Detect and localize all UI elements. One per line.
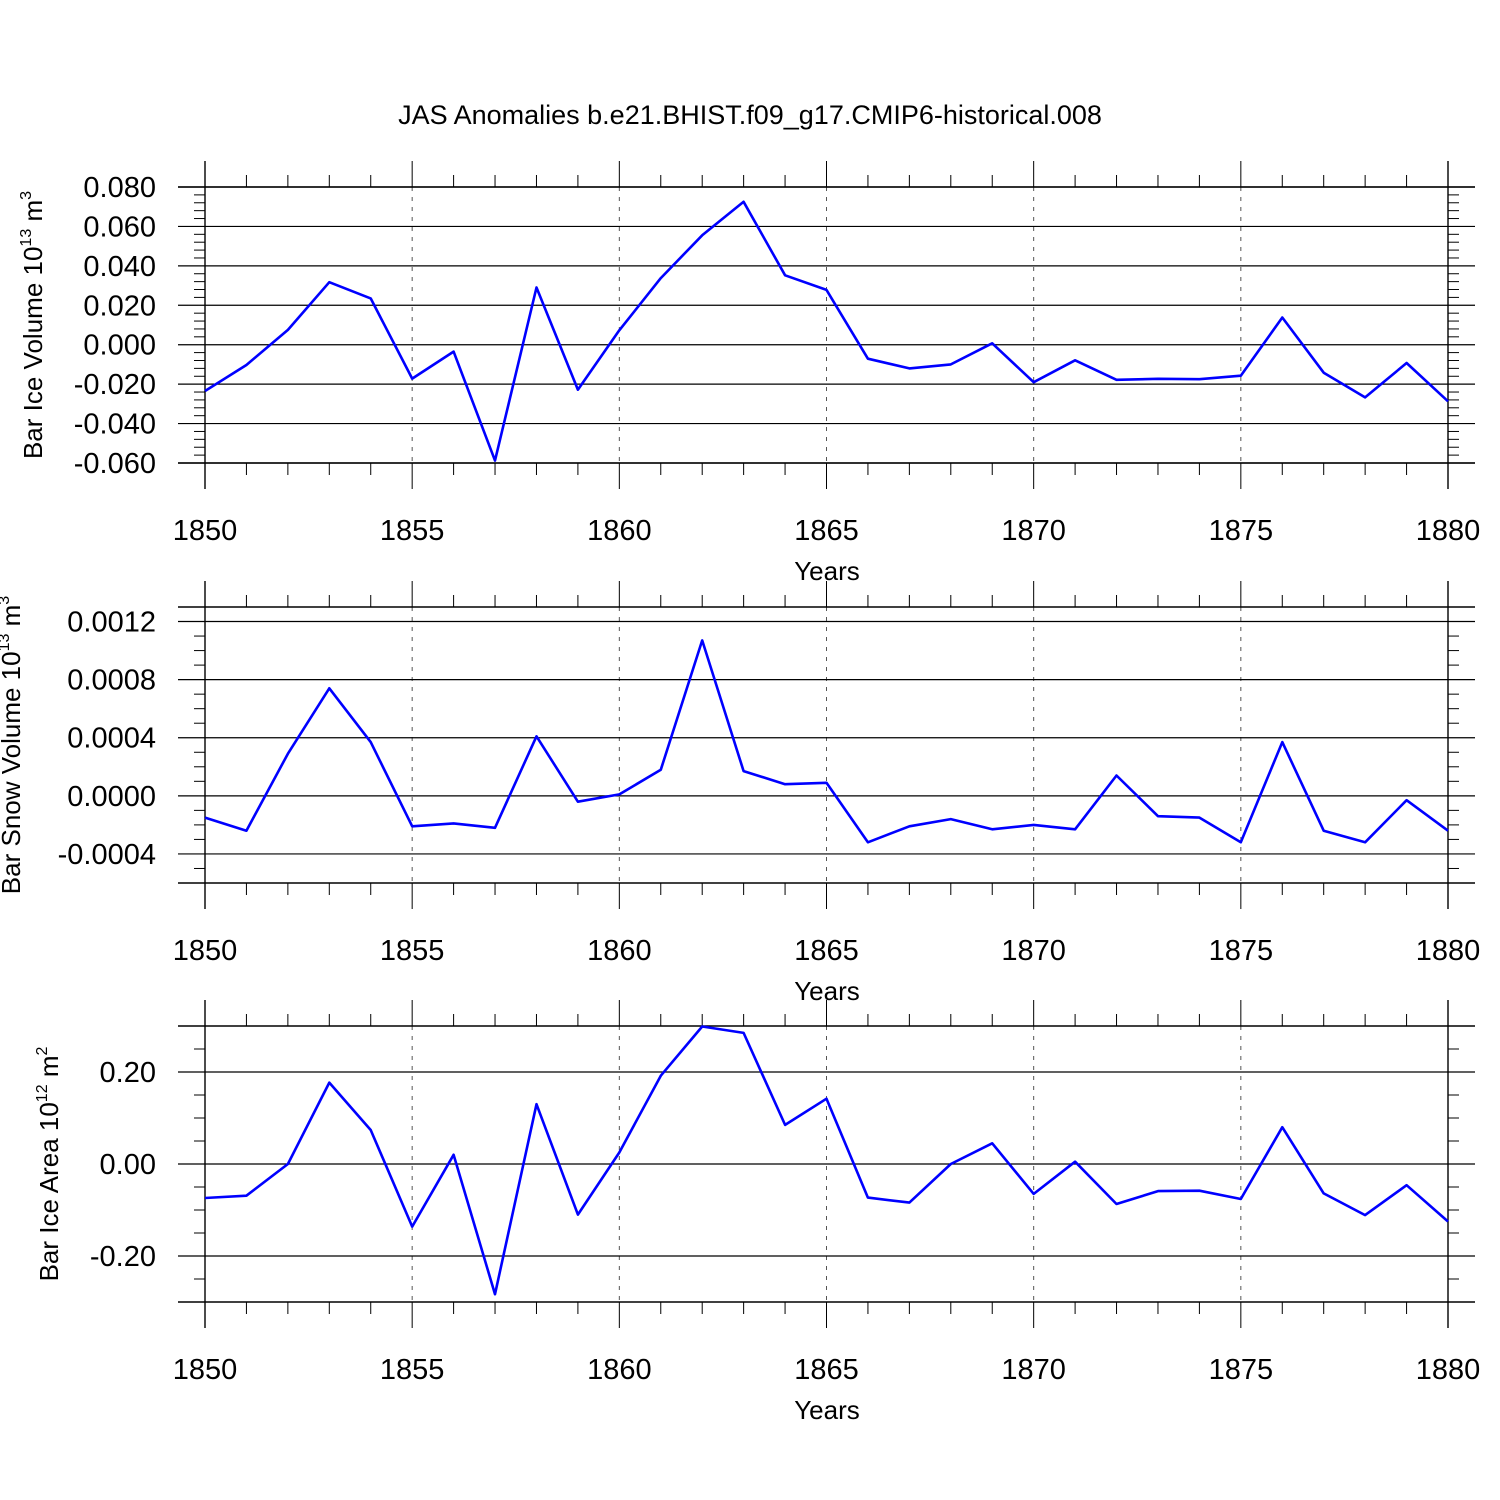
y-tick-label: 0.0004 (67, 723, 156, 755)
y-tick-label: -0.20 (90, 1241, 156, 1273)
chart-panels: -0.060 -0.040 -0.020 0.000 0.020 0.040 0.060 0.… (0, 161, 1480, 1425)
x-tick-label: 1855 (380, 515, 445, 547)
y-tick-label: -0.040 (74, 409, 156, 441)
x-tick-label: 1880 (1416, 1354, 1481, 1386)
y-tick-label: 0.0000 (67, 781, 156, 813)
y-axis-title-text: Bar Snow Volume 10 (0, 651, 26, 894)
x-tick-label: 1850 (173, 1354, 238, 1386)
x-tick-label: 1880 (1416, 515, 1481, 547)
y-tick-label: 0.000 (83, 330, 156, 362)
y-axis-title-exponent: 12 (34, 1084, 51, 1102)
y-tick-label: 0.080 (83, 172, 156, 204)
y-tick-label: 0.0012 (67, 607, 156, 639)
y-tick-label: 0.020 (83, 290, 156, 322)
x-tick-label: 1875 (1209, 1354, 1274, 1386)
series-line (204, 1025, 1449, 1296)
y-axis-title-unit-exponent: 3 (0, 596, 13, 605)
y-tick-label: -0.060 (74, 448, 156, 480)
y-tick-label: -0.0004 (58, 839, 156, 871)
y-tick-label: 0.0008 (67, 665, 156, 697)
series-line (204, 200, 1449, 462)
y-tick-label: -0.020 (74, 369, 156, 401)
x-tick-label: 1850 (173, 935, 238, 967)
x-tick-label: 1865 (794, 935, 859, 967)
x-tick-label: 1860 (587, 935, 652, 967)
x-tick-label: 1865 (794, 1354, 859, 1386)
y-axis-title: Bar Ice Volume 1013 m3 (18, 191, 48, 459)
y-axis-title-text: Bar Ice Volume 10 (18, 247, 48, 459)
panel-2: -0.0004 0.0000 0.0004 0.0008 0.0012 1850 1855 1… (0, 581, 1480, 1006)
y-axis-title-text: Bar Ice Area 10 (34, 1102, 64, 1281)
y-tick-label: 0.00 (100, 1149, 156, 1181)
x-tick-label: 1865 (794, 515, 859, 547)
x-tick-label: 1855 (380, 935, 445, 967)
x-tick-label: 1860 (587, 515, 652, 547)
panel-3: -0.20 0.00 0.20 1850 1855 1860 1865 1870 1875 188… (34, 1000, 1480, 1425)
y-axis-title: Bar Snow Volume 1013 m3 (0, 596, 26, 895)
x-tick-label: 1870 (1001, 935, 1066, 967)
y-axis-title-exponent: 13 (18, 229, 35, 247)
x-axis-title: Years (794, 1395, 860, 1425)
y-axis-title-unit: m (34, 1055, 64, 1084)
panel-1: -0.060 -0.040 -0.020 0.000 0.020 0.040 0.060 0.… (18, 161, 1480, 586)
x-tick-label: 1850 (173, 515, 238, 547)
y-axis-title-unit: m (0, 605, 26, 634)
y-axis-title-exponent: 13 (0, 633, 13, 651)
x-tick-label: 1880 (1416, 935, 1481, 967)
chart-title: JAS Anomalies b.e21.BHIST.f09_g17.CMIP6-… (398, 100, 1102, 130)
x-tick-label: 1855 (380, 1354, 445, 1386)
series-line (204, 639, 1449, 844)
x-tick-label: 1875 (1209, 515, 1274, 547)
y-tick-label: 0.060 (83, 211, 156, 243)
x-tick-label: 1870 (1001, 515, 1066, 547)
y-axis-title: Bar Ice Area 1012 m2 (34, 1046, 64, 1281)
y-tick-label: 0.20 (100, 1057, 156, 1089)
y-axis-title-unit: m (18, 200, 48, 229)
x-tick-label: 1875 (1209, 935, 1274, 967)
y-axis-title-unit-exponent: 2 (34, 1046, 51, 1055)
y-tick-label: 0.040 (83, 251, 156, 283)
y-axis-title-unit-exponent: 3 (18, 191, 35, 200)
x-tick-label: 1860 (587, 1354, 652, 1386)
x-tick-label: 1870 (1001, 1354, 1066, 1386)
